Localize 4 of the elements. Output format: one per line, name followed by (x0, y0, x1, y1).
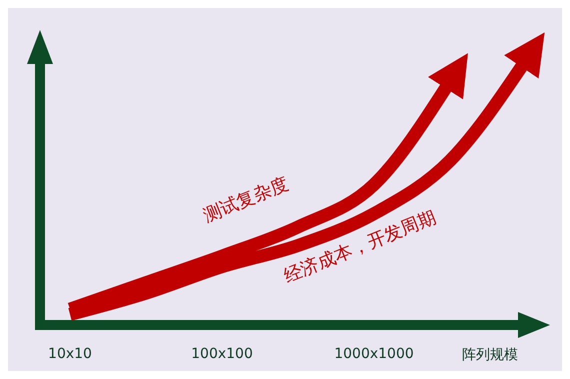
x-tick-label: 1000x1000 (334, 346, 414, 362)
x-axis-title: 阵列规模 (462, 347, 518, 363)
x-tick-label: 10x10 (48, 346, 92, 362)
x-tick-label: 100x100 (191, 346, 253, 362)
